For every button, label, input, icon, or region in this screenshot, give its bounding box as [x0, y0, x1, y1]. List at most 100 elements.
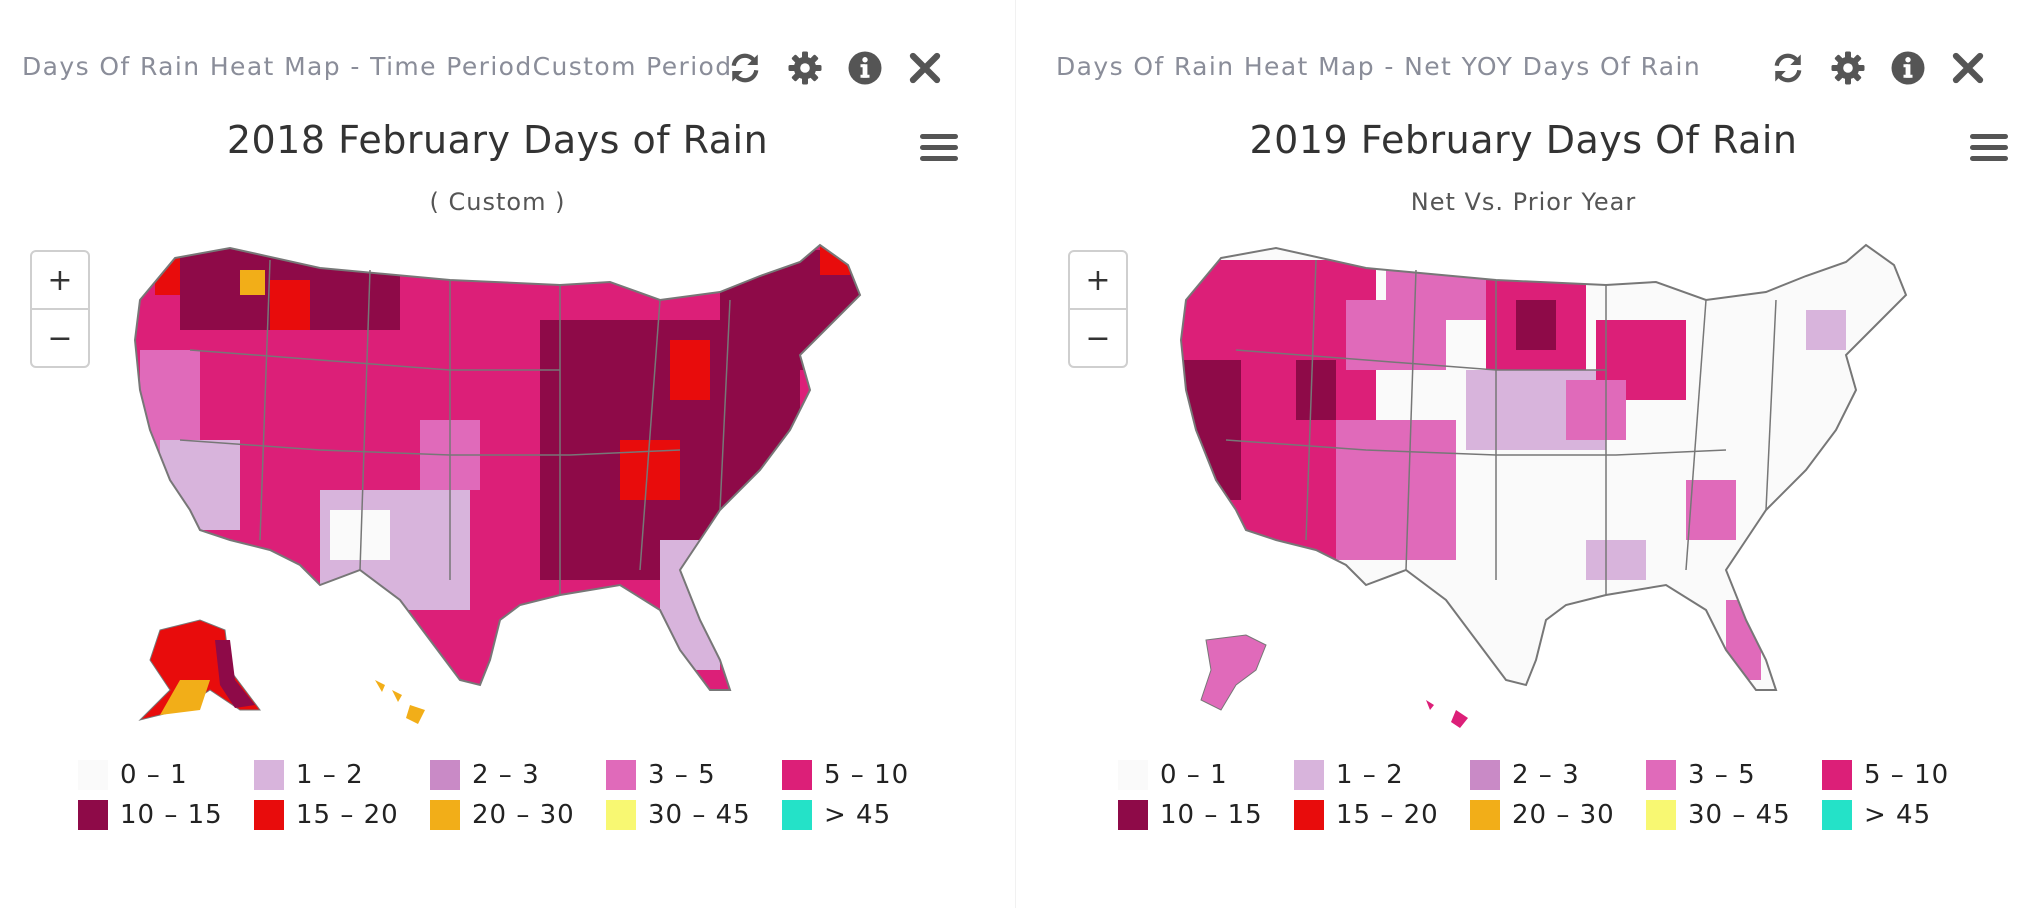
legend-item[interactable]: 0 – 1 — [1118, 760, 1228, 790]
legend-label: 2 – 3 — [1512, 760, 1580, 790]
legend-row: 10 – 15 15 – 20 20 – 30 30 – 45 > 45 — [1118, 800, 2018, 840]
panel-toolbar — [715, 46, 955, 90]
refresh-icon — [731, 53, 759, 83]
legend-label: 5 – 10 — [1864, 760, 1950, 790]
heatmap-panel-2019: Days Of Rain Heat Map - Net YOY Days Of … — [1015, 0, 2030, 908]
legend-label: > 45 — [1864, 800, 1932, 830]
panel-header-title: Days Of Rain Heat Map - Net YOY Days Of … — [1056, 52, 1702, 81]
legend-label: 10 – 15 — [120, 800, 223, 830]
legend-item[interactable]: 3 – 5 — [1646, 760, 1756, 790]
legend-item[interactable]: 5 – 10 — [1822, 760, 1949, 790]
legend-swatch — [606, 800, 636, 830]
legend-label: 30 – 45 — [648, 800, 751, 830]
legend-swatch — [78, 760, 108, 790]
legend-item[interactable]: 0 – 1 — [78, 760, 188, 790]
zoom-control: + − — [30, 250, 90, 368]
legend-label: 1 – 2 — [296, 760, 364, 790]
legend-item[interactable]: 30 – 45 — [606, 800, 751, 830]
refresh-button[interactable] — [1758, 46, 1818, 90]
refresh-icon — [1774, 53, 1802, 83]
legend-swatch — [1118, 760, 1148, 790]
chart-menu-button[interactable] — [920, 134, 958, 166]
legend-row: 10 – 15 15 – 20 20 – 30 30 – 45 > 45 — [78, 800, 978, 840]
settings-button[interactable] — [1818, 46, 1878, 90]
legend-label: 10 – 15 — [1160, 800, 1263, 830]
chart-subtitle: ( Custom ) — [429, 188, 566, 216]
legend-swatch — [1294, 800, 1324, 830]
zoom-out-button[interactable]: − — [47, 320, 73, 356]
info-icon — [1891, 51, 1925, 85]
legend-label: 3 – 5 — [648, 760, 716, 790]
legend-swatch — [1646, 800, 1676, 830]
legend-swatch — [782, 760, 812, 790]
legend-row: 0 – 1 1 – 2 2 – 3 3 – 5 5 – 10 — [78, 760, 978, 800]
gear-icon — [1831, 51, 1865, 85]
legend-swatch — [430, 760, 460, 790]
legend-item[interactable]: 2 – 3 — [1470, 760, 1580, 790]
legend-item[interactable]: 5 – 10 — [782, 760, 909, 790]
panel-header-title: Days Of Rain Heat Map - Time PeriodCusto… — [22, 52, 733, 81]
map-legend: 0 – 1 1 – 2 2 – 3 3 – 5 5 – 10 10 – 15 1… — [1118, 760, 2018, 840]
legend-item[interactable]: 1 – 2 — [254, 760, 364, 790]
legend-swatch — [606, 760, 636, 790]
legend-swatch — [782, 800, 812, 830]
legend-swatch — [1294, 760, 1324, 790]
legend-label: 20 – 30 — [472, 800, 575, 830]
legend-swatch — [1470, 800, 1500, 830]
legend-label: 5 – 10 — [824, 760, 910, 790]
zoom-in-button[interactable]: + — [1070, 252, 1126, 310]
legend-swatch — [1118, 800, 1148, 830]
legend-item[interactable]: 10 – 15 — [78, 800, 223, 830]
legend-label: 0 – 1 — [1160, 760, 1228, 790]
map-legend: 0 – 1 1 – 2 2 – 3 3 – 5 5 – 10 10 – 15 1… — [78, 760, 978, 840]
chart-title: 2018 February Days of Rain — [226, 118, 769, 162]
legend-label: 15 – 20 — [1336, 800, 1439, 830]
legend-label: 0 – 1 — [120, 760, 188, 790]
chart-title: 2019 February Days Of Rain — [1249, 118, 1798, 162]
legend-swatch — [1822, 760, 1852, 790]
legend-item[interactable]: 15 – 20 — [1294, 800, 1439, 830]
legend-item[interactable]: 20 – 30 — [1470, 800, 1615, 830]
legend-swatch — [1646, 760, 1676, 790]
legend-item[interactable]: 2 – 3 — [430, 760, 540, 790]
legend-label: 3 – 5 — [1688, 760, 1756, 790]
refresh-button[interactable] — [715, 46, 775, 90]
legend-swatch — [1822, 800, 1852, 830]
legend-row: 0 – 1 1 – 2 2 – 3 3 – 5 5 – 10 — [1118, 760, 2018, 800]
legend-item[interactable]: 3 – 5 — [606, 760, 716, 790]
panel-toolbar — [1758, 46, 1998, 90]
info-button[interactable] — [1878, 46, 1938, 90]
legend-swatch — [254, 800, 284, 830]
zoom-out-button[interactable]: − — [1085, 320, 1111, 356]
legend-label: 15 – 20 — [296, 800, 399, 830]
legend-label: > 45 — [824, 800, 892, 830]
hamburger-icon — [1970, 134, 2008, 139]
legend-label: 30 – 45 — [1688, 800, 1791, 830]
legend-item[interactable]: 1 – 2 — [1294, 760, 1404, 790]
zoom-in-button[interactable]: + — [32, 252, 88, 310]
chart-subtitle: Net Vs. Prior Year — [1410, 188, 1637, 216]
hamburger-icon — [920, 134, 958, 139]
legend-item[interactable]: 20 – 30 — [430, 800, 575, 830]
info-button[interactable] — [835, 46, 895, 90]
us-heatmap-2019-net[interactable] — [1166, 240, 1926, 740]
close-button[interactable] — [895, 46, 955, 90]
chart-menu-button[interactable] — [1970, 134, 2008, 166]
us-heatmap-2018[interactable] — [120, 240, 880, 740]
legend-item[interactable]: 15 – 20 — [254, 800, 399, 830]
legend-swatch — [430, 800, 460, 830]
settings-button[interactable] — [775, 46, 835, 90]
close-icon — [909, 52, 941, 84]
close-button[interactable] — [1938, 46, 1998, 90]
legend-label: 20 – 30 — [1512, 800, 1615, 830]
legend-item[interactable]: > 45 — [1822, 800, 1931, 830]
legend-swatch — [1470, 760, 1500, 790]
legend-item[interactable]: > 45 — [782, 800, 891, 830]
legend-item[interactable]: 10 – 15 — [1118, 800, 1263, 830]
legend-swatch — [254, 760, 284, 790]
legend-item[interactable]: 30 – 45 — [1646, 800, 1791, 830]
legend-swatch — [78, 800, 108, 830]
info-icon — [848, 51, 882, 85]
zoom-control: + − — [1068, 250, 1128, 368]
gear-icon — [788, 51, 822, 85]
